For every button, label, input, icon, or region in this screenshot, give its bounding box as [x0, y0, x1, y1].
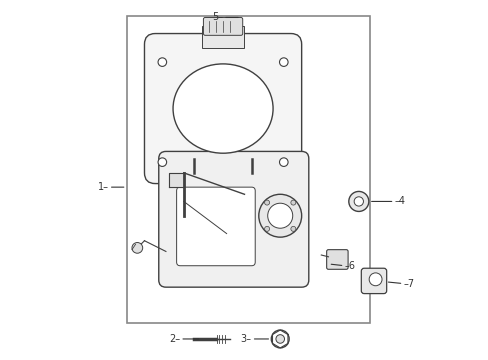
- Circle shape: [348, 192, 368, 211]
- Circle shape: [279, 158, 287, 166]
- Text: 2–: 2–: [169, 334, 180, 344]
- Circle shape: [264, 200, 269, 205]
- Text: 5–: 5–: [211, 13, 223, 22]
- Text: –4: –4: [394, 197, 405, 206]
- Text: –7: –7: [403, 279, 414, 289]
- Text: –6: –6: [344, 261, 355, 271]
- FancyBboxPatch shape: [144, 33, 301, 184]
- Circle shape: [158, 58, 166, 66]
- Circle shape: [267, 203, 292, 228]
- Circle shape: [132, 243, 142, 253]
- Polygon shape: [169, 173, 183, 187]
- Circle shape: [353, 197, 363, 206]
- Ellipse shape: [173, 64, 272, 153]
- FancyBboxPatch shape: [176, 187, 255, 266]
- Circle shape: [264, 226, 269, 231]
- Circle shape: [258, 194, 301, 237]
- Circle shape: [279, 58, 287, 66]
- Text: 3–: 3–: [240, 334, 251, 344]
- Circle shape: [368, 273, 381, 286]
- Bar: [201, 26, 244, 48]
- Circle shape: [275, 335, 284, 343]
- Circle shape: [290, 200, 295, 205]
- FancyBboxPatch shape: [159, 152, 308, 287]
- FancyBboxPatch shape: [203, 18, 242, 35]
- Bar: [126, 16, 369, 323]
- Circle shape: [158, 158, 166, 166]
- Circle shape: [290, 226, 295, 231]
- Circle shape: [271, 330, 288, 348]
- FancyBboxPatch shape: [326, 249, 347, 269]
- FancyBboxPatch shape: [361, 268, 386, 294]
- Text: 1–: 1–: [98, 182, 108, 192]
